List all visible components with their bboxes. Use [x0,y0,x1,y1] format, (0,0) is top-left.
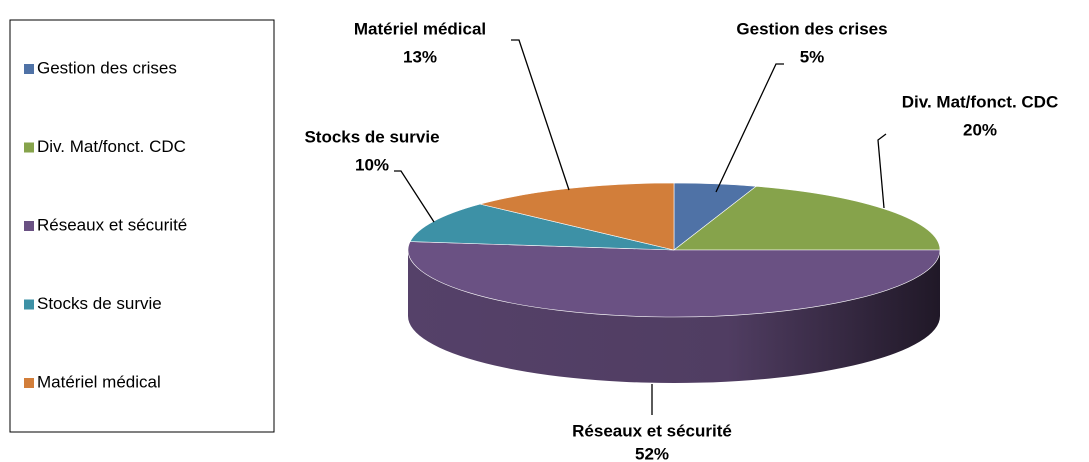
pie-slice [673,185,941,251]
pie-slice [407,241,941,318]
legend-label: Réseaux et sécurité [37,215,187,234]
legend-label: Gestion des crises [37,58,177,77]
data-label-value: 10% [355,155,389,174]
legend-label: Matériel médical [37,372,161,391]
legend-label: Stocks de survie [37,294,162,313]
data-label-name: Réseaux et sécurité [572,421,732,440]
leader-line [877,133,887,209]
leader-line [511,39,570,191]
legend-swatch [24,64,34,74]
leader-line [394,170,435,223]
legend-box [9,19,275,433]
data-label-name: Div. Mat/fonct. CDC [902,92,1058,111]
legend-swatch [24,378,34,388]
legend-swatch [24,142,34,153]
legend-swatch [24,221,34,231]
leader-line [715,63,784,193]
data-label-value: 52% [635,444,669,462]
data-label-name: Stocks de survie [304,127,439,146]
pie-side [408,250,940,383]
legend-swatch [24,299,34,310]
data-label-name: Matériel médical [354,19,486,38]
data-label-name: Gestion des crises [736,19,887,38]
data-label-value: 13% [403,47,437,66]
data-label-value: 5% [800,47,825,66]
legend-label: Div. Mat/fonct. CDC [37,137,186,156]
data-label-value: 20% [963,120,997,139]
